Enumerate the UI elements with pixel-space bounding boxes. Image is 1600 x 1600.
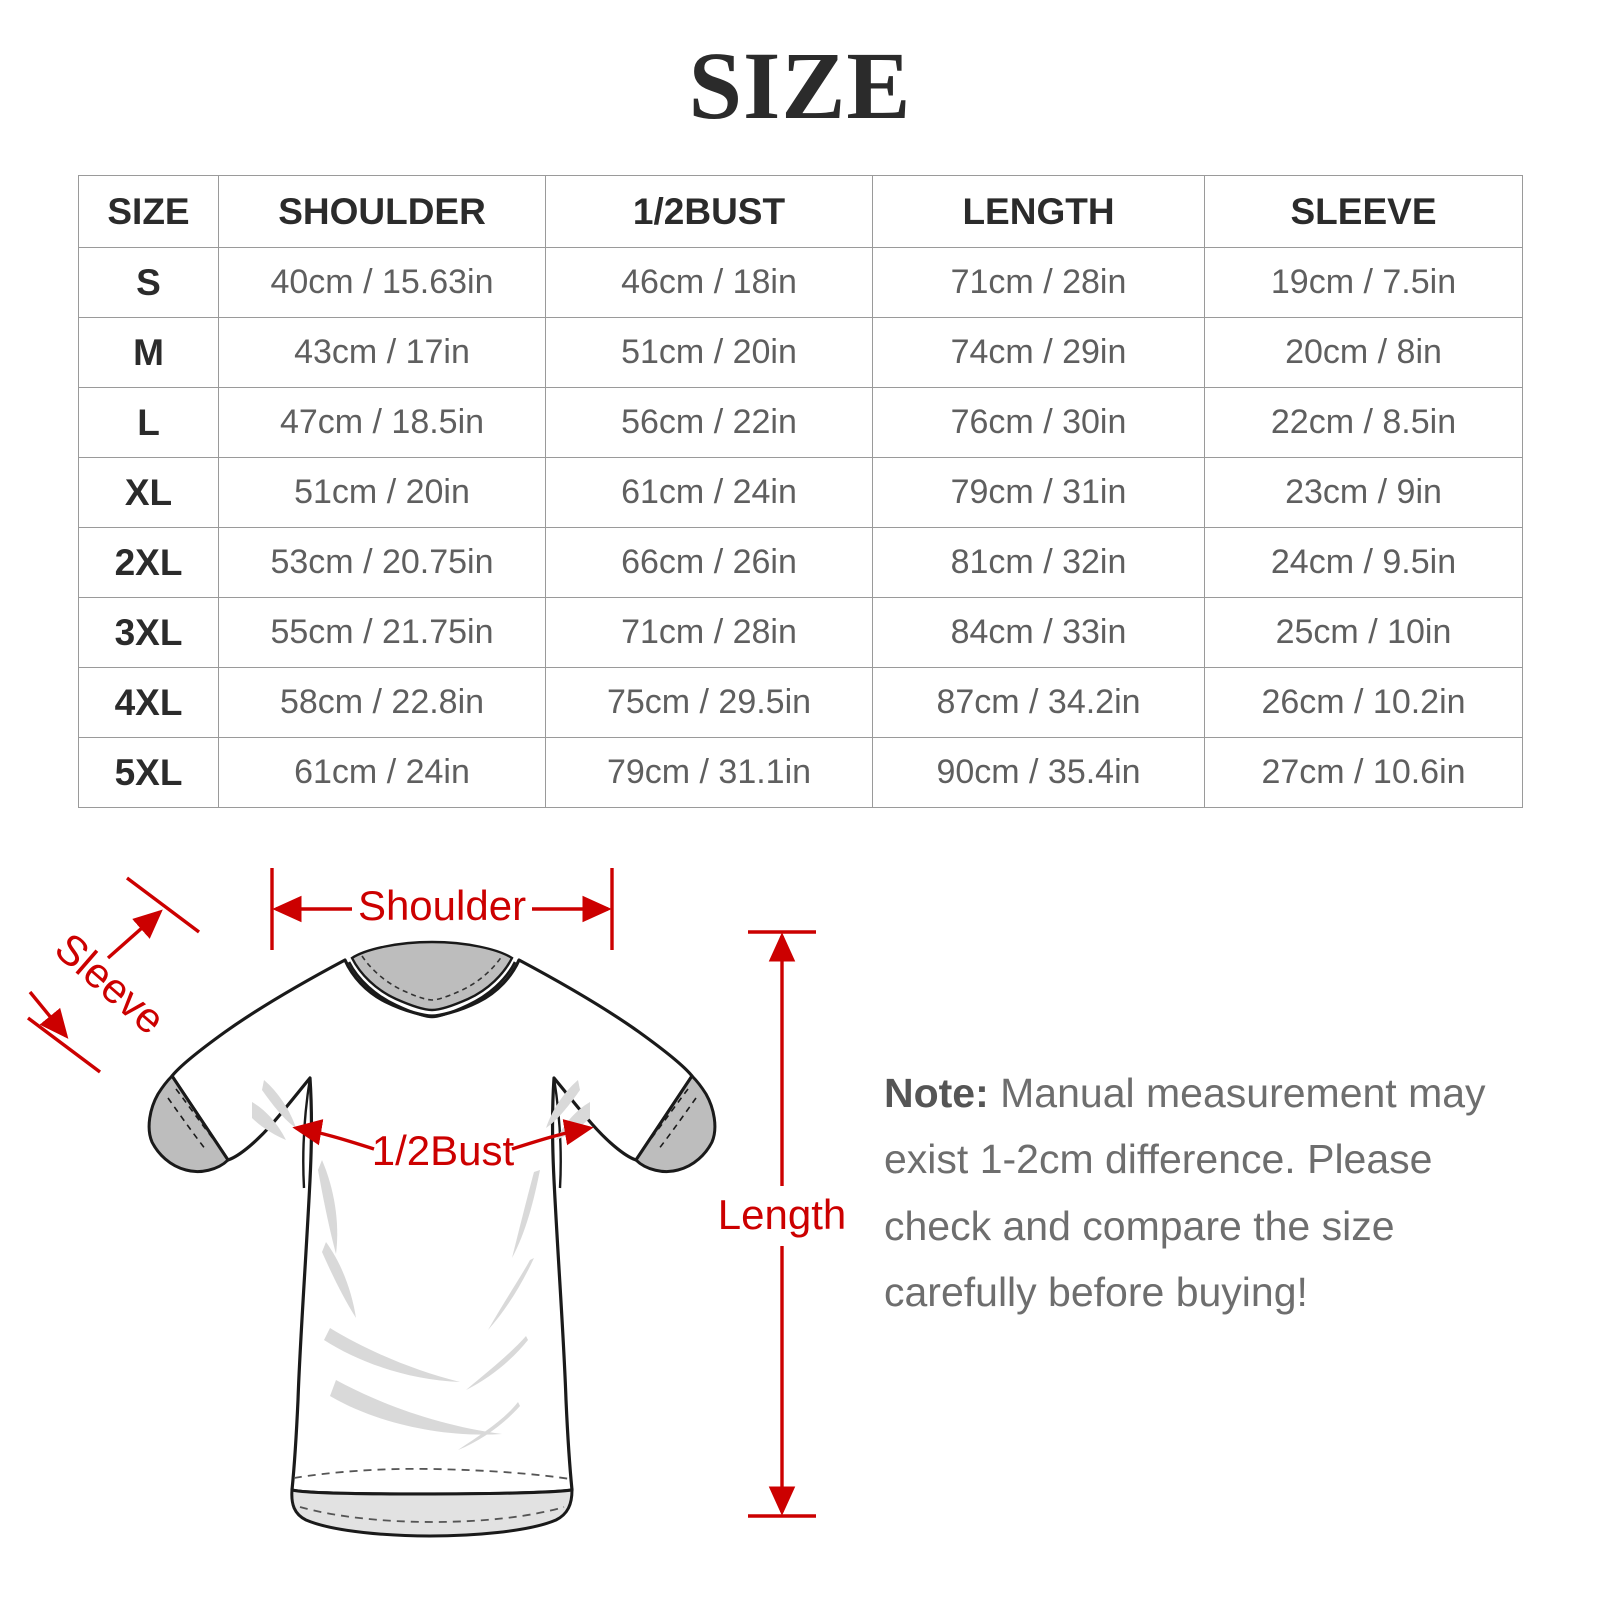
collar-stitch [361,955,503,1001]
hem-stitch-upper [293,1467,571,1480]
length-label: Length [718,1191,846,1238]
cell-shoulder: 58cm / 22.8in [218,667,546,738]
cell-length: 84cm / 33in [872,597,1205,668]
column-header-length: LENGTH [872,175,1205,248]
cell-shoulder: 53cm / 20.75in [218,527,546,598]
cell-bust: 79cm / 31.1in [545,737,873,808]
cell-sleeve: 27cm / 10.6in [1204,737,1523,808]
bottom-hem [290,1488,574,1538]
measurement-note: Note: Manual measurement may exist 1-2cm… [884,1060,1514,1326]
cell-shoulder: 40cm / 15.63in [218,247,546,318]
note-text: Manual measurement may exist 1-2cm diffe… [884,1070,1486,1316]
size-chart-table: SIZE SHOULDER 1/2BUST LENGTH SLEEVE S 40… [78,175,1523,808]
cell-length: 76cm / 30in [872,387,1205,458]
cell-size: 2XL [78,527,219,598]
table-row: 5XL 61cm / 24in 79cm / 31.1in 90cm / 35.… [78,737,1523,808]
cell-length: 79cm / 31in [872,457,1205,528]
table-row: 2XL 53cm / 20.75in 66cm / 26in 81cm / 32… [78,527,1523,598]
sleeve-cap-upper [125,876,201,934]
bust-arrow-right [511,1119,594,1151]
cell-length: 81cm / 32in [872,527,1205,598]
collar-band [347,961,517,1019]
cell-size: 3XL [78,597,219,668]
cell-size: 4XL [78,667,219,738]
length-measurement-annotation: Length [718,930,846,1518]
tshirt-body-outline [170,958,694,1496]
cell-size: M [78,317,219,388]
collar-inner [350,940,514,1012]
cell-bust: 61cm / 24in [545,457,873,528]
cell-shoulder: 43cm / 17in [218,317,546,388]
cell-shoulder: 51cm / 20in [218,457,546,528]
cell-bust: 51cm / 20in [545,317,873,388]
sleeve-label: Sleeve [46,924,174,1044]
sleeve-cuff-right-stitch [649,1088,697,1151]
sleeve-arrow-lower [28,990,69,1039]
cell-length: 74cm / 29in [872,317,1205,388]
table-row: XL 51cm / 20in 61cm / 24in 79cm / 31in 2… [78,457,1523,528]
cell-sleeve: 23cm / 9in [1204,457,1523,528]
cell-bust: 66cm / 26in [545,527,873,598]
cell-sleeve: 19cm / 7.5in [1204,247,1523,318]
note-prefix: Note: [884,1070,989,1116]
cell-shoulder: 47cm / 18.5in [218,387,546,458]
sleeve-arrow-upper [106,909,163,960]
table-header-row: SIZE SHOULDER 1/2BUST LENGTH SLEEVE [78,175,1523,248]
cell-length: 71cm / 28in [872,247,1205,318]
cell-bust: 46cm / 18in [545,247,873,318]
bust-measurement-annotation: 1/2Bust [292,1119,594,1174]
shoulder-measurement-annotation: Shoulder [270,868,614,950]
cell-shoulder: 61cm / 24in [218,737,546,808]
cell-bust: 71cm / 28in [545,597,873,668]
shoulder-label: Shoulder [358,882,526,929]
cell-bust: 75cm / 29.5in [545,667,873,738]
cell-size: XL [78,457,219,528]
cell-bust: 56cm / 22in [545,387,873,458]
cell-shoulder: 55cm / 21.75in [218,597,546,668]
tshirt-illustration [147,940,717,1538]
table-row: 4XL 58cm / 22.8in 75cm / 29.5in 87cm / 3… [78,667,1523,738]
hem-stitch-lower [299,1506,565,1523]
cell-sleeve: 25cm / 10in [1204,597,1523,668]
cell-length: 87cm / 34.2in [872,667,1205,738]
tshirt-measurement-diagram: Shoulder Sleeve 1/2Bust Length [0,840,1600,1600]
page-title: SIZE [688,32,912,139]
column-header-shoulder: SHOULDER [218,175,546,248]
column-header-sleeve: SLEEVE [1204,175,1523,248]
table-row: S 40cm / 15.63in 46cm / 18in 71cm / 28in… [78,247,1523,318]
bust-arrow-left [292,1119,375,1151]
bust-label: 1/2Bust [372,1127,515,1174]
table-row: M 43cm / 17in 51cm / 20in 74cm / 29in 20… [78,317,1523,388]
cell-sleeve: 24cm / 9.5in [1204,527,1523,598]
sleeve-cuff-left-stitch [167,1088,215,1151]
sleeve-measurement-annotation: Sleeve [26,876,201,1074]
column-header-bust: 1/2BUST [545,175,873,248]
cell-size: 5XL [78,737,219,808]
cell-size: S [78,247,219,318]
table-row: L 47cm / 18.5in 56cm / 22in 76cm / 30in … [78,387,1523,458]
cell-sleeve: 26cm / 10.2in [1204,667,1523,738]
column-header-size: SIZE [78,175,219,248]
cell-sleeve: 20cm / 8in [1204,317,1523,388]
cell-length: 90cm / 35.4in [872,737,1205,808]
cell-size: L [78,387,219,458]
cell-sleeve: 22cm / 8.5in [1204,387,1523,458]
table-row: 3XL 55cm / 21.75in 71cm / 28in 84cm / 33… [78,597,1523,668]
sleeve-cap-lower [26,1016,102,1074]
